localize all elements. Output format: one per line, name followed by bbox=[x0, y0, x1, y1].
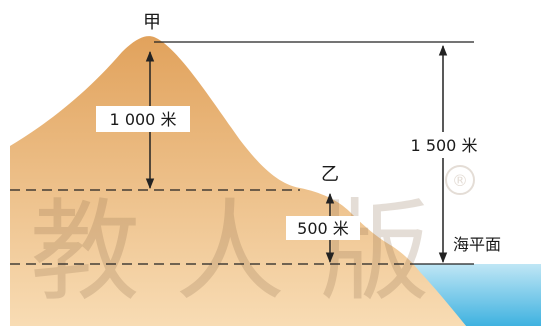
watermark-text: 教 人 版 bbox=[30, 188, 430, 316]
registered-mark: ® bbox=[452, 171, 468, 190]
relative-height-jia-yi: 1 000 米 bbox=[110, 110, 177, 129]
label-bg-absolute bbox=[396, 132, 492, 158]
watermark: 教 人 版 ® bbox=[30, 165, 475, 316]
label-bg-jia-yi bbox=[96, 106, 190, 132]
absolute-height-jia: 1 500 米 bbox=[411, 136, 478, 155]
point-jia-label: 甲 bbox=[143, 12, 161, 33]
sea-level-label: 海平面 bbox=[453, 235, 501, 254]
point-yi-label: 乙 bbox=[321, 164, 339, 185]
sea-water bbox=[410, 264, 541, 326]
relative-height-yi-sea: 500 米 bbox=[297, 219, 349, 238]
label-bg-yi-sea bbox=[286, 216, 360, 240]
